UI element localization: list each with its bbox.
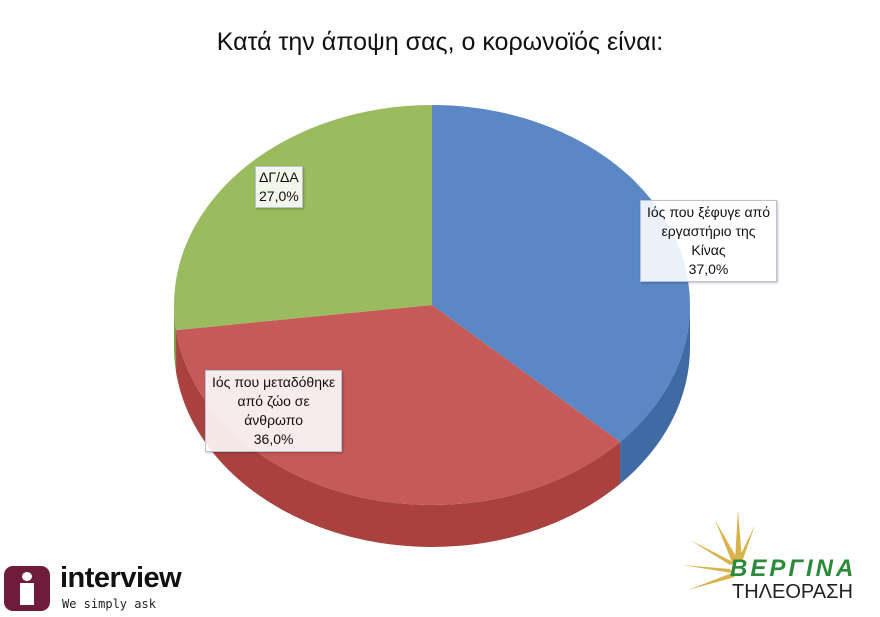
pie-side-2 bbox=[174, 305, 177, 373]
pie-slice-1 bbox=[176, 305, 621, 505]
info-icon bbox=[4, 566, 50, 611]
pie-side-0 bbox=[620, 305, 690, 484]
pie-slice-2 bbox=[173, 105, 432, 331]
label-text: από ζώο σε bbox=[237, 393, 310, 409]
logo-tagline: We simply ask bbox=[62, 597, 156, 611]
logo-name: interview bbox=[60, 562, 182, 594]
label-text: άνθρωπο bbox=[244, 412, 304, 428]
logo-name: ΒΕΡΓΙΝΑ bbox=[730, 555, 857, 582]
label-text: ΔΓ/ΔΑ bbox=[259, 169, 299, 185]
label-animal: Ιός που μεταδόθηκε από ζώο σε άνθρωπο 36… bbox=[205, 370, 343, 452]
pie-side-1 bbox=[176, 330, 621, 547]
label-value: 37,0% bbox=[688, 261, 729, 277]
sun-rays-icon bbox=[682, 510, 755, 590]
label-lab: Ιός που ξέφυγε από εργαστήριο της Κίνας … bbox=[640, 200, 778, 282]
label-dk: ΔΓ/ΔΑ 27,0% bbox=[255, 166, 303, 208]
label-value: 36,0% bbox=[253, 431, 294, 447]
label-value: 27,0% bbox=[259, 188, 299, 204]
label-text: εργαστήριο της bbox=[661, 223, 756, 239]
label-text: Ιός που ξέφυγε από bbox=[647, 204, 771, 220]
chart-title: Κατά την άποψη σας, ο κορωνοϊός είναι: bbox=[216, 28, 664, 56]
logo-sub: ΤΗΛΕΟΡΑΣΗ bbox=[732, 581, 853, 603]
label-text: Κίνας bbox=[691, 242, 726, 258]
label-text: Ιός που μεταδόθηκε bbox=[212, 374, 336, 390]
vergina-logo: ΒΕΡΓΙΝΑ ΤΗΛΕΟΡΑΣΗ bbox=[680, 505, 870, 605]
pie-slice-0 bbox=[432, 105, 690, 442]
